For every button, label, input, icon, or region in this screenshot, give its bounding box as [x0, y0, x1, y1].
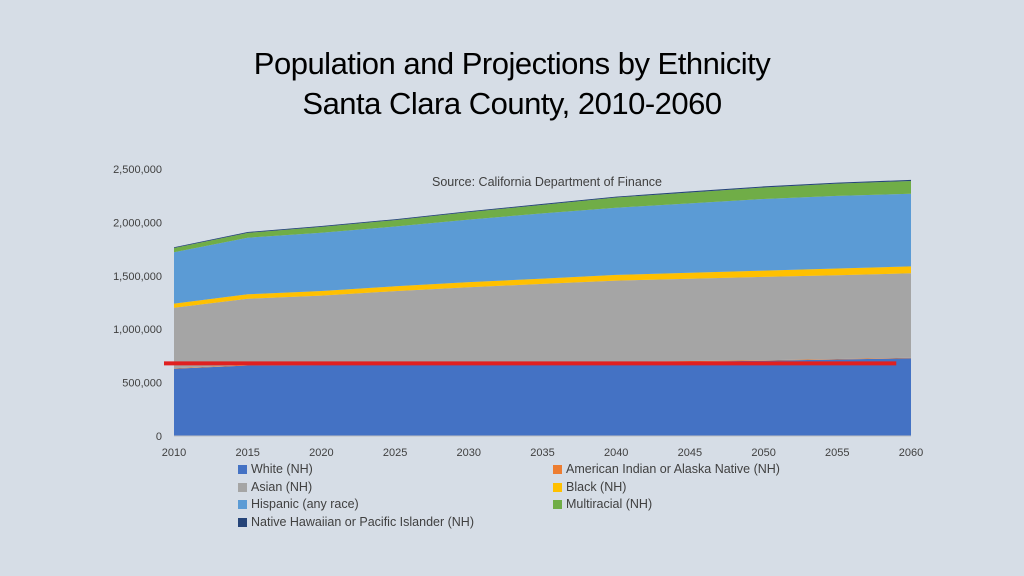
legend-label: White (NH): [251, 462, 313, 476]
legend-item: Asian (NH): [238, 479, 553, 497]
legend-item: Hispanic (any race): [238, 496, 553, 514]
legend-swatch: [553, 500, 562, 510]
legend-label: Black (NH): [566, 479, 627, 494]
y-tick-label: 1,500,000: [113, 271, 162, 283]
legend-label: Multiracial (NH): [566, 497, 653, 511]
chart-title-line1: Population and Projections by Ethnicity: [253, 46, 771, 81]
x-tick-label: 2040: [604, 447, 628, 459]
x-tick-label: 2015: [235, 447, 259, 459]
legend-item: Native Hawaiian or Pacific Islander (NH): [238, 514, 553, 532]
x-tick-label: 2025: [383, 447, 407, 459]
area-series-2: [174, 273, 911, 369]
chart-legend: White (NH) American Indian or Alaska Nati…: [238, 461, 813, 531]
legend-swatch: [238, 500, 247, 510]
x-tick-label: 2035: [530, 447, 554, 459]
area-series-4: [174, 193, 911, 304]
y-tick-label: 1,000,000: [113, 324, 162, 336]
y-tick-label: 500,000: [122, 378, 162, 390]
y-tick-label: 2,500,000: [113, 164, 162, 176]
legend-label: Asian (NH): [251, 479, 313, 494]
area-series-0: [174, 358, 911, 436]
source-note: Source: California Department of Finance: [432, 175, 662, 189]
x-tick-label: 2020: [309, 447, 333, 459]
legend-filler: [553, 514, 813, 532]
x-tick-label: 2055: [825, 447, 849, 459]
area-series-5: [174, 181, 911, 253]
legend-swatch: [553, 482, 562, 492]
x-tick-label: 2045: [678, 447, 702, 459]
legend-item: Black (NH): [553, 479, 813, 497]
legend-label: American Indian or Alaska Native (NH): [566, 462, 780, 476]
legend-label: Hispanic (any race): [251, 497, 359, 511]
x-tick-label: 2030: [457, 447, 481, 459]
legend-swatch: [238, 517, 247, 527]
legend-swatch: [238, 482, 247, 492]
legend-swatch: [553, 465, 562, 475]
x-tick-label: 2050: [751, 447, 775, 459]
chart-title: Population and Projections by Ethnicity …: [0, 44, 1024, 124]
y-tick-label: 2,000,000: [113, 217, 162, 229]
legend-swatch: [238, 465, 247, 475]
x-tick-label: 2060: [899, 447, 923, 459]
legend-item: American Indian or Alaska Native (NH): [553, 461, 813, 479]
x-tick-label: 2010: [162, 447, 186, 459]
area-series-3: [174, 266, 911, 308]
legend-item: Multiracial (NH): [553, 496, 813, 514]
legend-item: White (NH): [238, 461, 553, 479]
y-tick-label: 0: [156, 431, 162, 443]
chart-title-line2: Santa Clara County, 2010-2060: [302, 86, 722, 121]
legend-label: Native Hawaiian or Pacific Islander (NH): [251, 514, 474, 529]
